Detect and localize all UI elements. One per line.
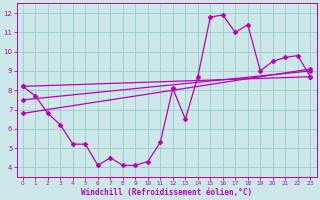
X-axis label: Windchill (Refroidissement éolien,°C): Windchill (Refroidissement éolien,°C)	[81, 188, 252, 197]
